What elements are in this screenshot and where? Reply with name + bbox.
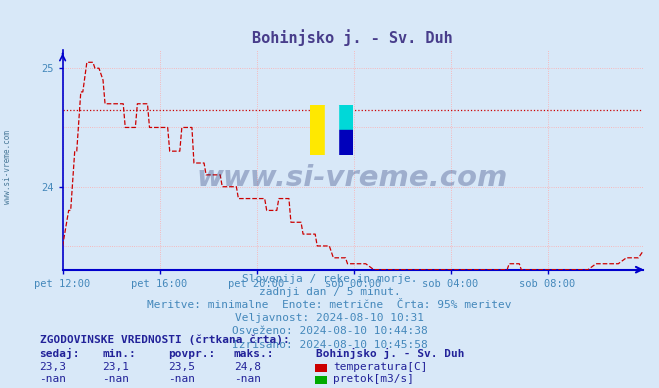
Text: -nan: -nan bbox=[102, 374, 129, 384]
Polygon shape bbox=[325, 105, 337, 155]
Text: pretok[m3/s]: pretok[m3/s] bbox=[333, 374, 414, 384]
Text: www.si-vreme.com: www.si-vreme.com bbox=[197, 164, 508, 192]
Text: zadnji dan / 5 minut.: zadnji dan / 5 minut. bbox=[258, 287, 401, 297]
Bar bbox=[331, 130, 353, 155]
Text: 23,1: 23,1 bbox=[102, 362, 129, 372]
Text: 24,8: 24,8 bbox=[234, 362, 261, 372]
Bar bbox=[310, 105, 331, 155]
Text: povpr.:: povpr.: bbox=[168, 348, 215, 359]
Text: temperatura[C]: temperatura[C] bbox=[333, 362, 427, 372]
Text: Veljavnost: 2024-08-10 10:31: Veljavnost: 2024-08-10 10:31 bbox=[235, 313, 424, 323]
Text: -nan: -nan bbox=[40, 374, 67, 384]
Text: -nan: -nan bbox=[234, 374, 261, 384]
Text: Osveženo: 2024-08-10 10:44:38: Osveženo: 2024-08-10 10:44:38 bbox=[231, 326, 428, 336]
Text: 23,5: 23,5 bbox=[168, 362, 195, 372]
Text: www.si-vreme.com: www.si-vreme.com bbox=[3, 130, 13, 204]
Polygon shape bbox=[326, 105, 336, 155]
Title: Bohinjsko j. - Sv. Duh: Bohinjsko j. - Sv. Duh bbox=[252, 29, 453, 47]
Text: sedaj:: sedaj: bbox=[40, 348, 80, 359]
Text: Bohinjsko j. - Sv. Duh: Bohinjsko j. - Sv. Duh bbox=[316, 348, 465, 359]
Text: min.:: min.: bbox=[102, 348, 136, 359]
Text: Slovenija / reke in morje.: Slovenija / reke in morje. bbox=[242, 274, 417, 284]
Text: ZGODOVINSKE VREDNOSTI (črtkana črta):: ZGODOVINSKE VREDNOSTI (črtkana črta): bbox=[40, 335, 289, 345]
Text: 23,3: 23,3 bbox=[40, 362, 67, 372]
Text: maks.:: maks.: bbox=[234, 348, 274, 359]
Text: Meritve: minimalne  Enote: metrične  Črta: 95% meritev: Meritve: minimalne Enote: metrične Črta:… bbox=[147, 300, 512, 310]
Text: -nan: -nan bbox=[168, 374, 195, 384]
Bar bbox=[331, 105, 353, 130]
Text: Izrisano: 2024-08-10 10:45:58: Izrisano: 2024-08-10 10:45:58 bbox=[231, 340, 428, 350]
